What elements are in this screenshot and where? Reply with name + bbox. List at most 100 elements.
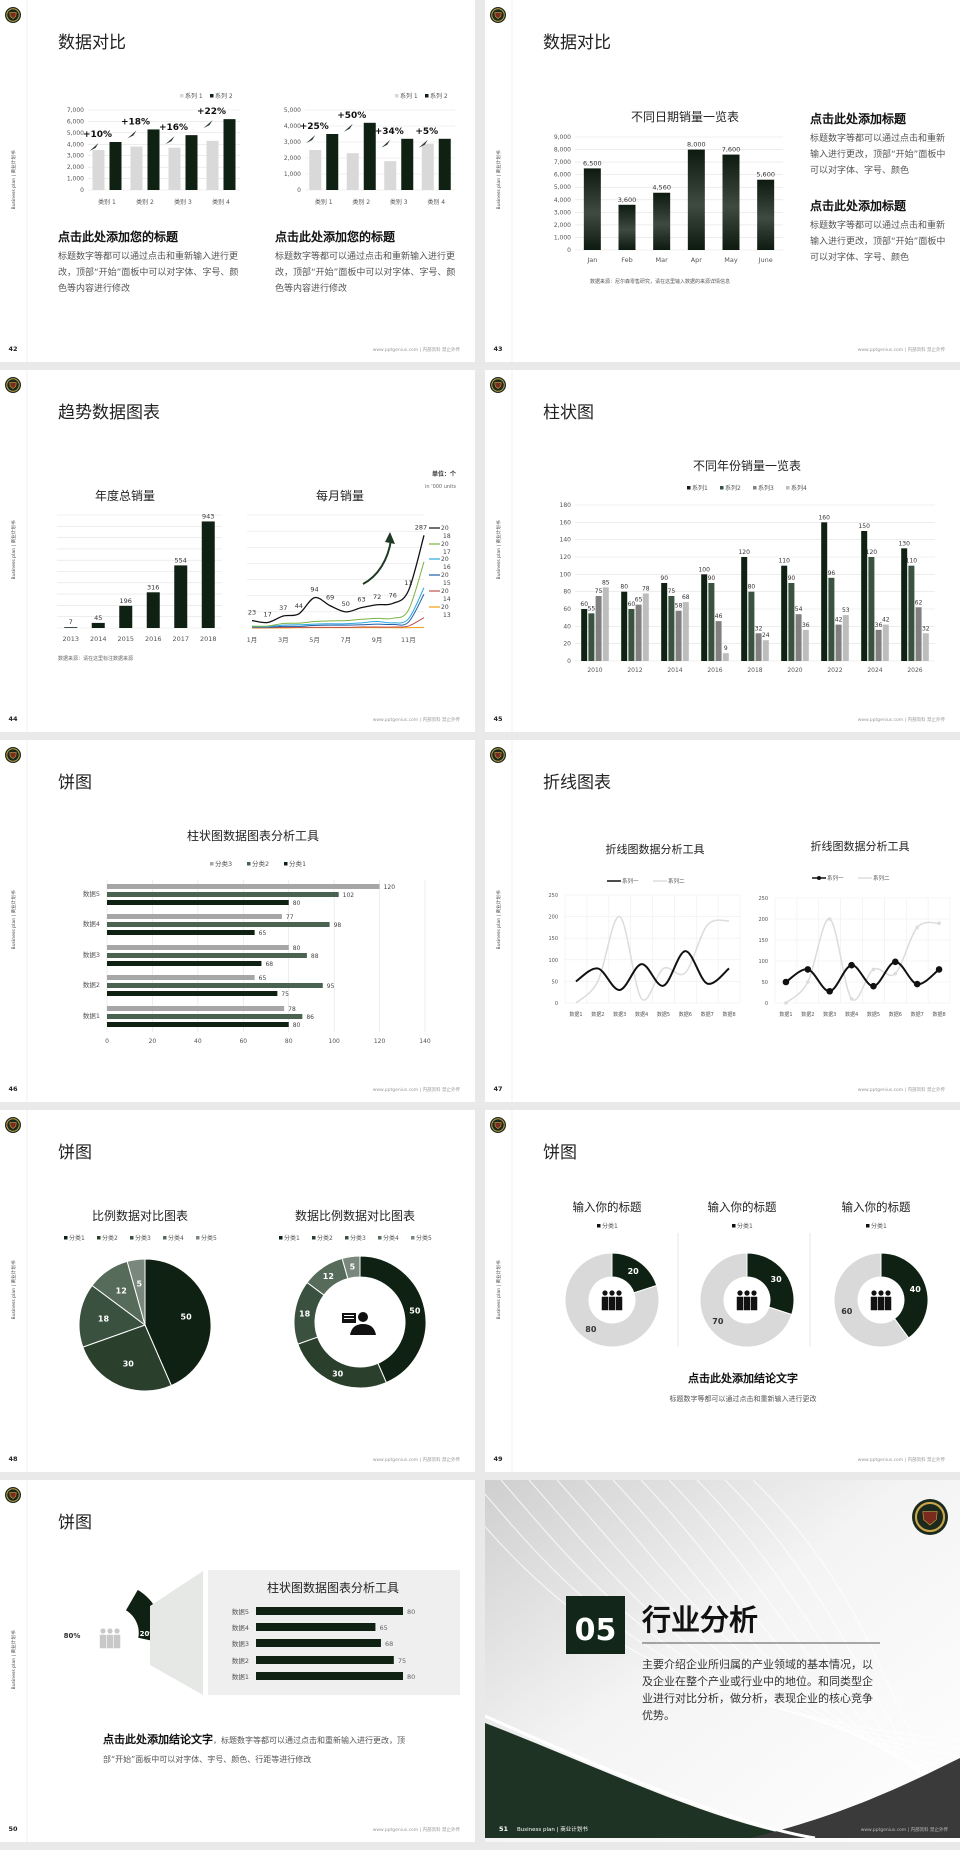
block-body: 标题数字等都可以通过点击和重新输入进行更改，顶部“开始”面板中可以对字体、字号、… <box>58 252 239 294</box>
x-tick-label: 数据6 <box>889 1011 902 1018</box>
x-tick-label: 数据2 <box>801 1011 814 1018</box>
data-label: 943 <box>202 512 214 520</box>
slice-label: 30 <box>332 1369 344 1378</box>
legend-label: 系列一 <box>622 877 639 885</box>
bar <box>326 134 339 190</box>
chart-title: 折线图数据分析工具 <box>811 839 910 853</box>
chart-title: 每月销量 <box>316 488 364 503</box>
unit-label: 单位：个 <box>432 470 457 478</box>
slice-label: 80% <box>64 1632 81 1640</box>
bar <box>653 192 671 250</box>
slice-label: 12 <box>116 1286 127 1295</box>
bar <box>741 557 748 661</box>
line <box>344 1318 354 1319</box>
person-body <box>608 1296 616 1311</box>
y-tick-label: 6,000 <box>554 172 571 179</box>
legend-swatch <box>312 1236 316 1240</box>
slice-label: 30 <box>771 1275 783 1284</box>
data-label: 60 <box>628 601 636 608</box>
data-label: 95 <box>327 983 335 990</box>
data-label: 75 <box>668 588 676 595</box>
x-tick-label: 9月 <box>372 636 383 644</box>
legend-swatch <box>732 1224 736 1228</box>
side-label: Business plan | 商业计划书 <box>10 1260 17 1319</box>
data-label: 78 <box>288 1006 296 1013</box>
data-label: 63 <box>357 596 365 604</box>
legend-label: 分类2 <box>252 859 269 868</box>
bar <box>107 1006 285 1011</box>
x-tick-label: May <box>724 256 738 264</box>
logo-ring <box>491 8 505 22</box>
y-tick-label: 3,000 <box>284 139 301 146</box>
data-marker <box>827 917 832 921</box>
bar <box>635 604 642 661</box>
y-tick-label: 1,000 <box>554 234 571 241</box>
data-label: 55 <box>588 605 596 612</box>
bar-chart: 0 1,000 2,000 3,000 4,000 5,000 6,000 7,000 类别 1… <box>67 92 240 206</box>
data-label: 110 <box>906 558 918 565</box>
y-tick-label: 0 <box>567 658 571 665</box>
legend-label: 分类2 <box>317 1234 333 1242</box>
data-label: 130 <box>898 540 910 547</box>
data-label: 37 <box>279 604 287 612</box>
x-tick-label: 数据8 <box>722 1011 735 1018</box>
person-body <box>601 1296 609 1311</box>
x-tick-label: 2020 <box>787 667 802 674</box>
person-body <box>750 1296 758 1311</box>
data-label: 46 <box>715 613 723 620</box>
logo-shield <box>494 382 502 389</box>
x-tick-label: 2014 <box>667 667 682 674</box>
person-head <box>107 1628 113 1634</box>
x-tick-label: 11月 <box>401 636 416 644</box>
legend-label: 分类1 <box>737 1222 753 1230</box>
legend-label: 20 <box>441 588 449 595</box>
legend-label: 13 <box>443 612 451 619</box>
legend-label: 20 <box>441 525 449 532</box>
legend-swatch <box>411 1236 415 1240</box>
bar <box>107 991 278 996</box>
data-label: 68 <box>385 1640 393 1648</box>
bar <box>868 557 875 661</box>
page-number: 49 <box>493 1455 503 1463</box>
y-tick-label: 1,000 <box>284 171 301 178</box>
arrow-icon <box>343 123 353 132</box>
bar <box>107 892 339 897</box>
y-tick-label: 250 <box>548 893 558 899</box>
slide-47: Business plan | 商业计划书 47 www.pptgenius.com… <box>485 740 960 1102</box>
y-tick-label: 5,000 <box>554 184 571 191</box>
x-tick-label: 1月 <box>247 636 258 644</box>
bar <box>147 129 160 190</box>
data-label: 76 <box>389 591 397 599</box>
slide-title: 折线图表 <box>543 773 611 793</box>
chart-title: 柱状图数据图表分析工具 <box>267 1580 399 1595</box>
footer-text: www.pptgenius.com | 内部资料 禁止外传 <box>373 1086 461 1093</box>
slide-canvas: 05 行业分析 51 Business plan | 商业计划书 www.pptgeni… <box>485 1480 960 1842</box>
bar <box>185 135 198 190</box>
bar <box>668 596 675 661</box>
y-tick-label: 数据4 <box>83 919 100 928</box>
footer-text: www.pptgenius.com | 内部资料 禁止外传 <box>858 716 946 723</box>
conclusion-body: 标题数字等都可以通过点击和重新输入进行更改 <box>670 1394 817 1403</box>
page-number: 46 <box>8 1085 18 1093</box>
x-tick-label: 数据8 <box>932 1011 945 1018</box>
arrow-icon <box>165 136 175 145</box>
slice-label: 60 <box>841 1307 853 1316</box>
data-label: 80 <box>293 1022 301 1029</box>
bar <box>795 614 802 661</box>
x-tick-label: 2018 <box>747 667 762 674</box>
x-tick-label: Apr <box>691 256 703 264</box>
legend-label: 20 <box>441 604 449 611</box>
wave-line <box>696 1480 960 1813</box>
chart-title: 比例数据对比图表 <box>92 1208 188 1223</box>
pie-slice <box>699 1252 793 1348</box>
page-number: 45 <box>493 715 503 723</box>
legend-swatch <box>64 1236 68 1240</box>
legend-label: 分类3 <box>215 859 232 868</box>
pie-slice <box>144 1258 212 1387</box>
data-label: 160 <box>818 514 830 521</box>
x-tick-label: 数据7 <box>701 1011 714 1018</box>
slice-label: 18 <box>98 1315 110 1324</box>
slide-50: Business plan | 商业计划书 50 www.pptgenius.com… <box>0 1480 475 1842</box>
